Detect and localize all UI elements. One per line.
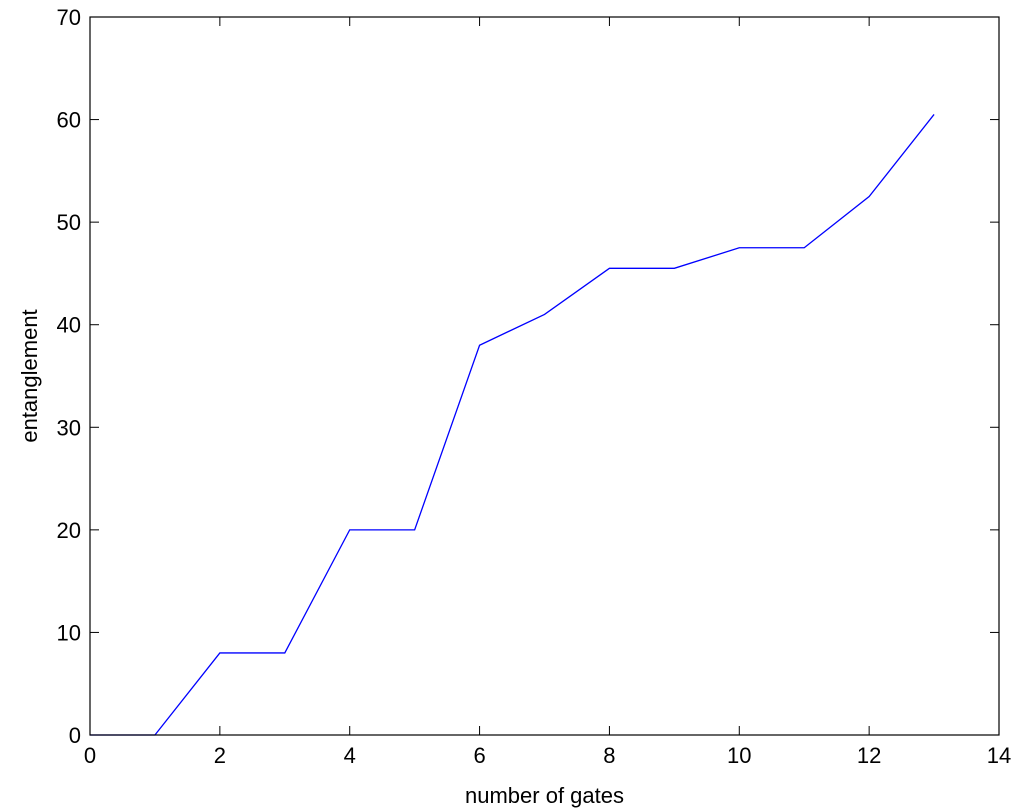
plot-frame <box>89 16 1000 736</box>
y-axis-label: entanglement <box>17 309 42 442</box>
y-tick-label: 30 <box>57 415 81 440</box>
x-tick-label: 0 <box>84 743 96 768</box>
plot-area <box>90 17 999 735</box>
y-tick-label: 10 <box>57 620 81 645</box>
x-tick-label: 14 <box>987 743 1011 768</box>
series-layer <box>90 114 935 736</box>
x-tick-label: 2 <box>214 743 226 768</box>
x-tick-label: 8 <box>603 743 615 768</box>
x-tick-label: 12 <box>857 743 881 768</box>
x-axis-label: number of gates <box>465 783 624 808</box>
series-line-0 <box>90 114 935 736</box>
y-tick-label: 40 <box>57 313 81 338</box>
x-tick-label: 6 <box>473 743 485 768</box>
y-tick-label: 20 <box>57 518 81 543</box>
x-tick-label: 10 <box>727 743 751 768</box>
y-tick-label: 50 <box>57 210 81 235</box>
y-ticks: 0 10 20 30 40 50 60 70 <box>57 5 999 748</box>
x-ticks: 0 2 4 6 8 10 12 14 <box>84 17 1011 768</box>
x-tick-label: 4 <box>344 743 356 768</box>
y-tick-label: 70 <box>57 5 81 30</box>
y-tick-label: 0 <box>69 723 81 748</box>
y-tick-label: 60 <box>57 108 81 133</box>
